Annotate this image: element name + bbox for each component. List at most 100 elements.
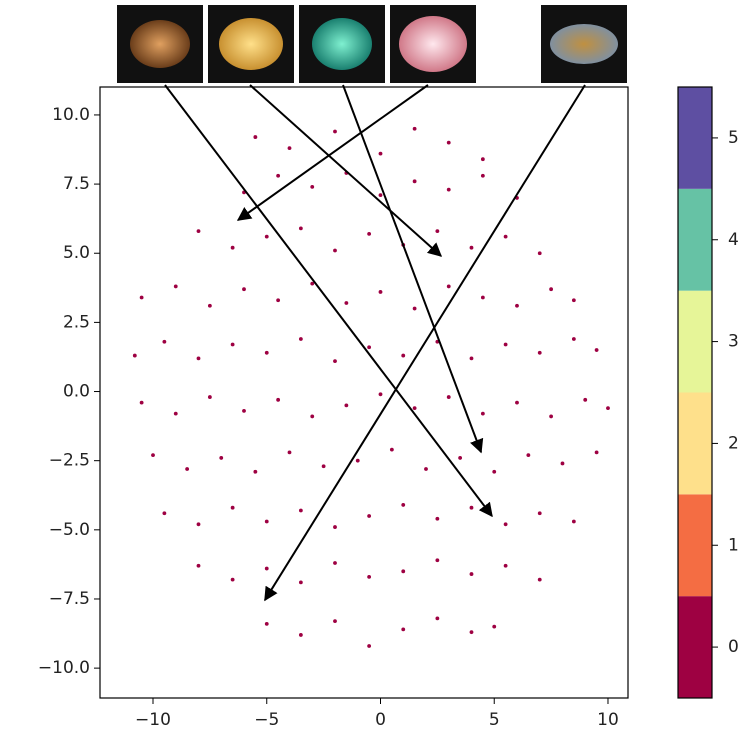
- colorbar-tick-label: 1: [728, 535, 739, 555]
- point: [481, 157, 485, 161]
- point: [185, 467, 189, 471]
- point: [174, 285, 178, 289]
- point: [572, 298, 576, 302]
- annotation-arrow: [165, 85, 492, 516]
- point: [197, 356, 201, 360]
- point: [253, 135, 257, 139]
- point: [162, 340, 166, 344]
- point: [447, 188, 451, 192]
- point: [401, 628, 405, 632]
- point: [606, 406, 610, 410]
- point: [413, 179, 417, 183]
- point: [197, 564, 201, 568]
- x-tick-label: −10: [135, 710, 171, 730]
- point: [583, 398, 587, 402]
- point: [379, 392, 383, 396]
- x-tick-label: 5: [489, 710, 500, 730]
- point: [299, 337, 303, 341]
- annotation-arrow: [250, 85, 441, 256]
- point: [276, 298, 280, 302]
- point: [151, 453, 155, 457]
- point: [162, 511, 166, 515]
- point: [231, 506, 235, 510]
- colorbar-tick-label: 4: [728, 230, 739, 250]
- point: [333, 249, 337, 253]
- point: [379, 152, 383, 156]
- chart: −10−5051010.07.55.02.50.0−2.5−5.0−7.5−10…: [0, 0, 745, 737]
- point: [538, 511, 542, 515]
- y-tick-label: −2.5: [49, 451, 90, 471]
- point: [299, 633, 303, 637]
- point: [231, 343, 235, 347]
- point: [299, 226, 303, 230]
- point: [174, 412, 178, 416]
- item-icons: [117, 5, 627, 83]
- point: [538, 578, 542, 582]
- point: [367, 232, 371, 236]
- point: [435, 517, 439, 521]
- point: [242, 287, 246, 291]
- point: [299, 580, 303, 584]
- point: [133, 354, 137, 358]
- point: [492, 625, 496, 629]
- point: [413, 127, 417, 131]
- point: [515, 401, 519, 405]
- point: [549, 415, 553, 419]
- y-tick-label: −7.5: [49, 589, 90, 609]
- colorbar-tick-label: 5: [728, 128, 739, 148]
- point: [231, 578, 235, 582]
- point: [470, 246, 474, 250]
- point: [447, 141, 451, 145]
- point: [140, 296, 144, 300]
- point: [265, 520, 269, 524]
- point: [140, 401, 144, 405]
- y-tick-label: −10.0: [38, 658, 90, 678]
- annotation-arrow: [238, 85, 428, 220]
- point: [333, 359, 337, 363]
- point: [435, 558, 439, 562]
- point: [504, 564, 508, 568]
- point: [288, 146, 292, 150]
- point: [504, 343, 508, 347]
- point: [572, 520, 576, 524]
- point: [595, 450, 599, 454]
- plot-frame: [100, 87, 628, 698]
- point: [265, 351, 269, 355]
- y-tick-label: −5.0: [49, 520, 90, 540]
- y-tick-label: 10.0: [52, 105, 90, 125]
- point: [276, 174, 280, 178]
- point: [515, 304, 519, 308]
- colorbar-band: [678, 494, 712, 596]
- colorbar-tick-label: 3: [728, 332, 739, 352]
- point: [390, 448, 394, 452]
- colorbar-band: [678, 87, 712, 189]
- point: [561, 462, 565, 466]
- point: [379, 290, 383, 294]
- point: [219, 456, 223, 460]
- point: [401, 354, 405, 358]
- point: [447, 285, 451, 289]
- x-tick-label: 0: [375, 710, 386, 730]
- colorbar-tick-label: 0: [728, 637, 739, 657]
- point: [481, 174, 485, 178]
- point: [401, 569, 405, 573]
- point: [424, 467, 428, 471]
- annotation-arrow: [265, 85, 585, 600]
- point: [572, 337, 576, 341]
- point: [333, 525, 337, 529]
- point: [470, 506, 474, 510]
- point: [538, 351, 542, 355]
- point: [344, 301, 348, 305]
- point: [435, 229, 439, 233]
- annotation-arrow: [343, 85, 481, 452]
- point: [310, 185, 314, 189]
- point: [367, 345, 371, 349]
- point: [265, 622, 269, 626]
- colorbar-band: [678, 291, 712, 393]
- point: [379, 193, 383, 197]
- point: [322, 464, 326, 468]
- point: [367, 644, 371, 648]
- point: [265, 567, 269, 571]
- point: [435, 616, 439, 620]
- point: [538, 251, 542, 255]
